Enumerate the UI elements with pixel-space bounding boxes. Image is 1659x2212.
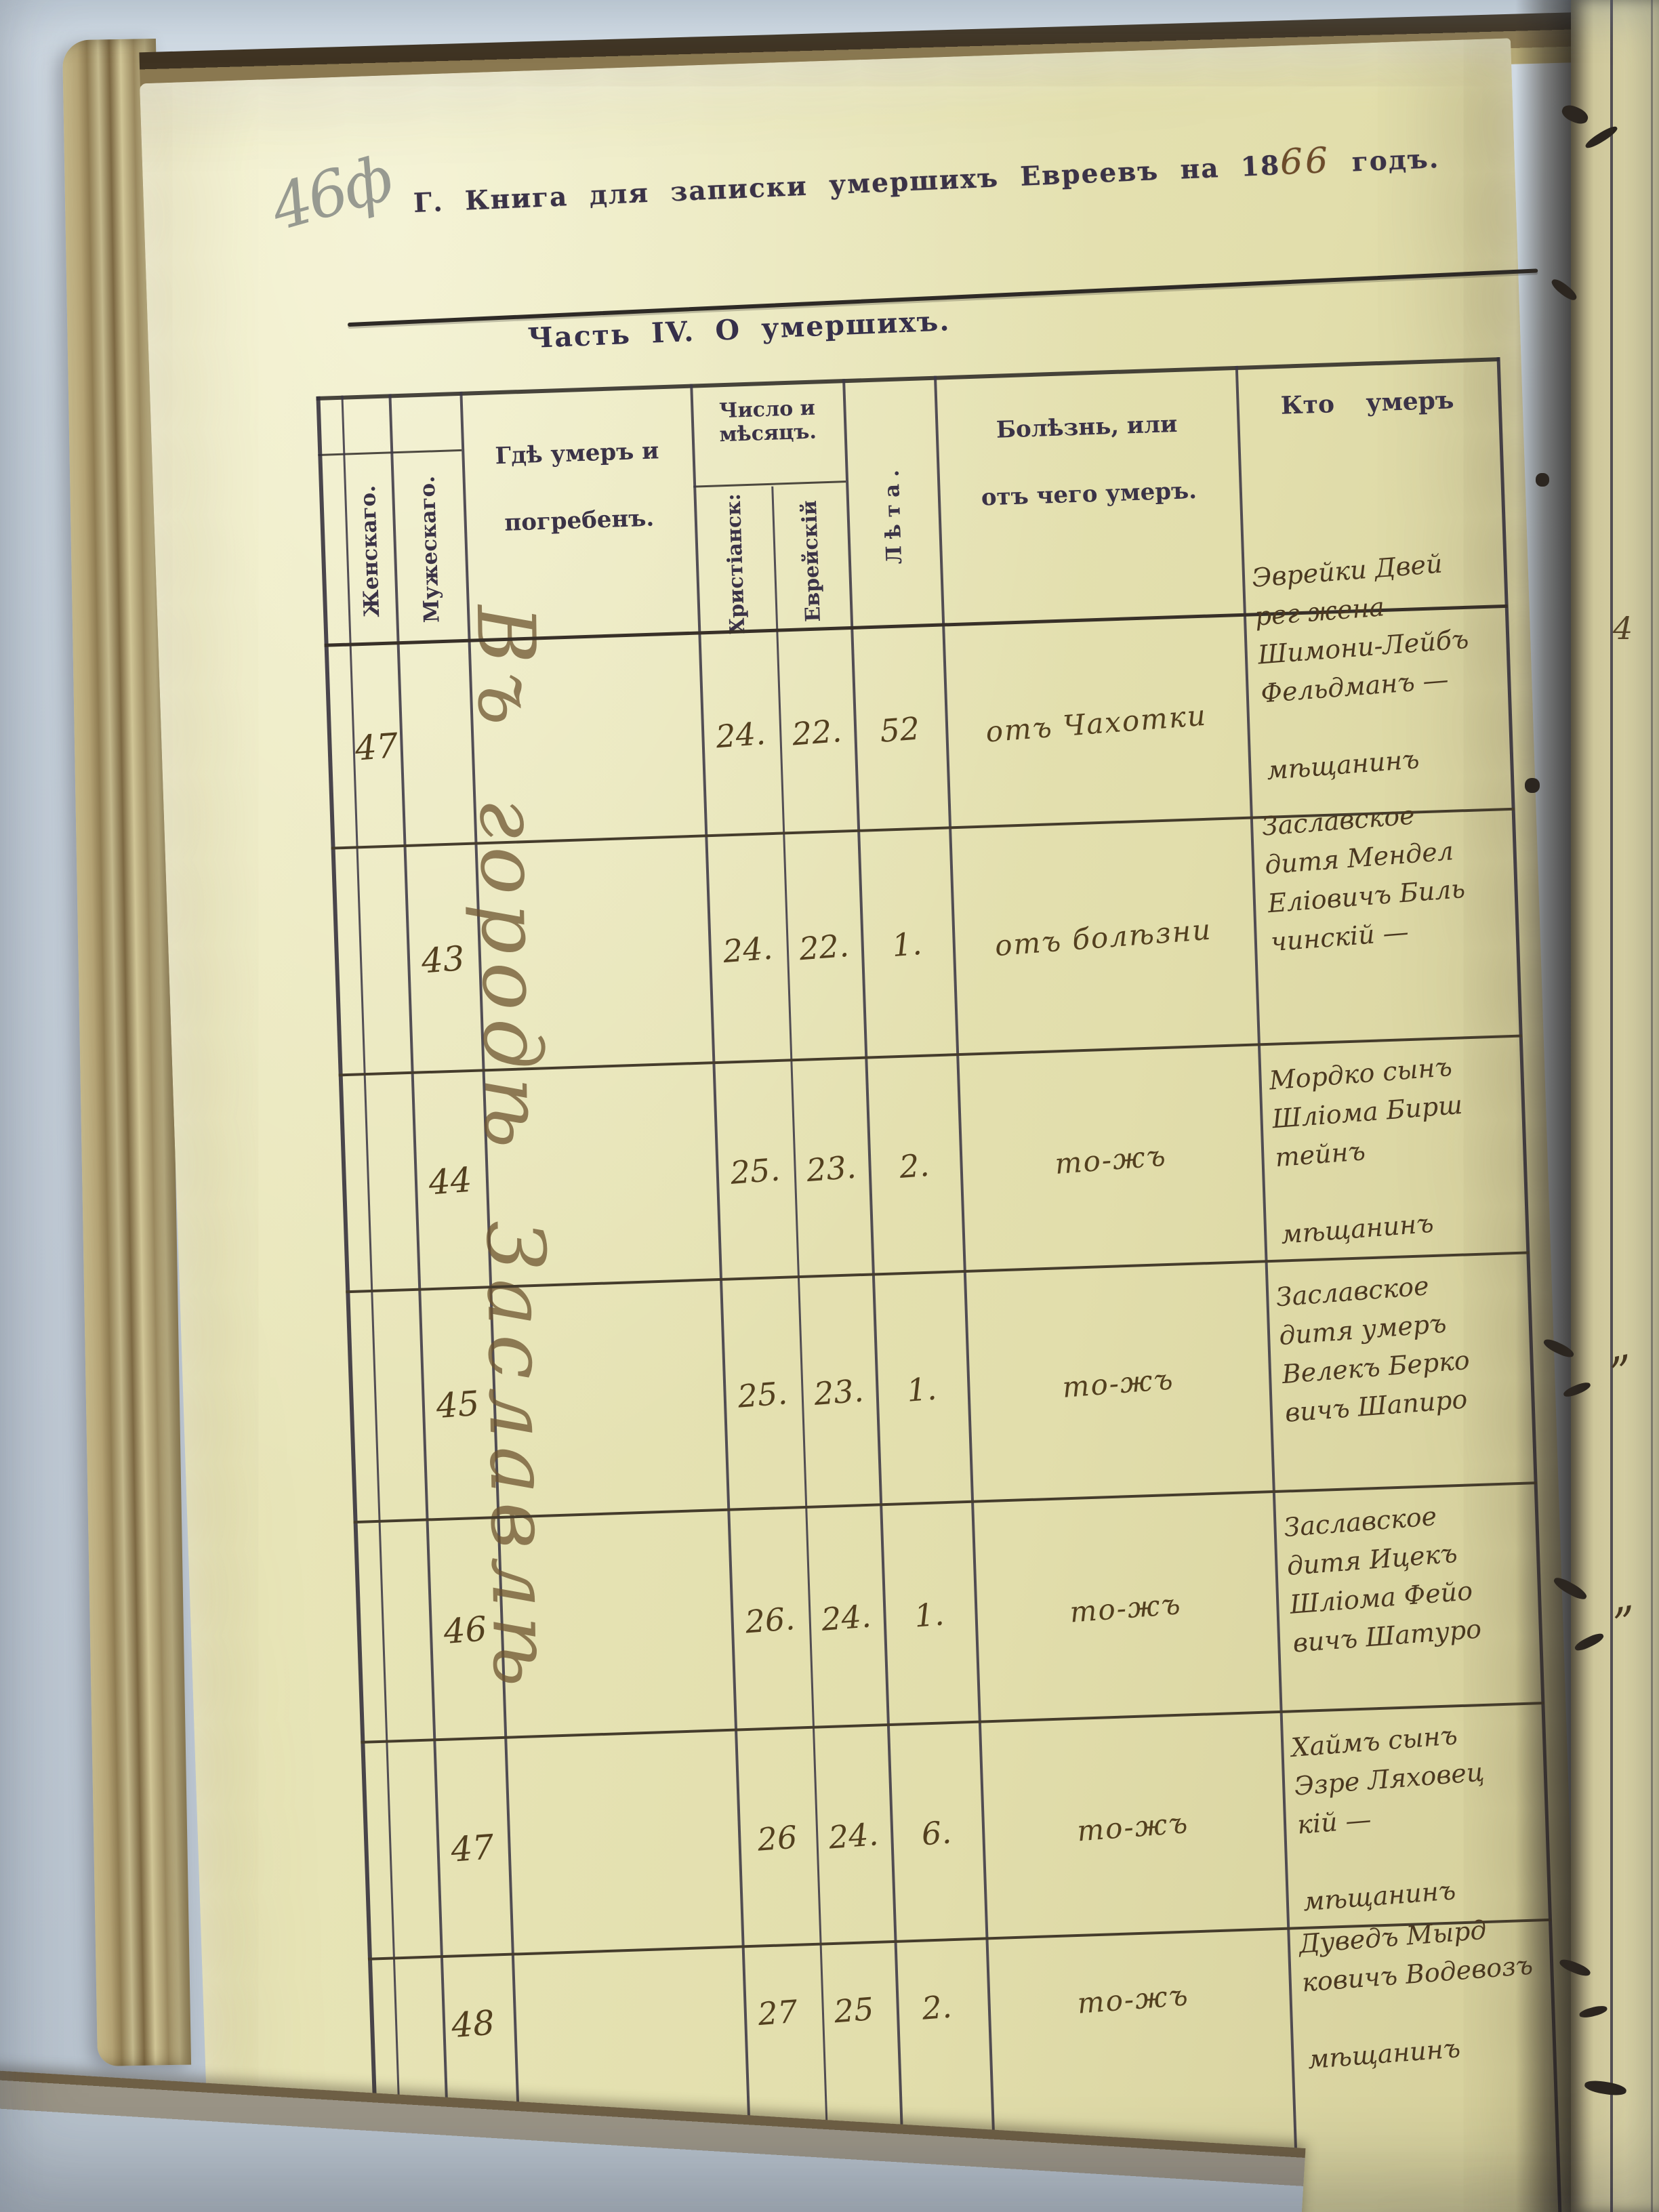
deceased-description: Заславское дитя Мендел Еліовичъ Биль чин… [1261, 800, 1467, 958]
column-header-age: Лѣта. [879, 462, 907, 565]
column-header-date-group: Число и мѣсяцъ. [718, 396, 817, 447]
deceased-description: Заславское дитя Ицекъ Шліома Фейо вичъ Ш… [1282, 1500, 1483, 1658]
age-value: 1. [913, 1595, 946, 1635]
facing-page-edge: 4 „ „ [1571, 0, 1659, 2212]
book-gutter-shadow [1515, 0, 1574, 2212]
table-row: 44 25. 23. 2. то-жъ Мордко сынъ Шліома Б… [338, 1034, 1530, 1294]
register-title-printed-prefix: Г. Книга для записки умершихъ Евреевъ на… [413, 150, 1282, 219]
grid-line [1651, 0, 1653, 2212]
table-row: 46 26. 24. 1. то-жъ Заславское дитя Ицек… [353, 1481, 1544, 1744]
grid-line [1610, 0, 1613, 2212]
age-value: 1. [905, 1370, 938, 1409]
cause-of-death: отъ Чахотки [984, 698, 1208, 749]
cause-of-death: то-жъ [1061, 1361, 1176, 1404]
age-value: 2. [898, 1146, 931, 1185]
table-row: 43 24. 22. 1. отъ болѣзни Заславское дит… [331, 800, 1522, 1077]
cause-of-death: то-жъ [1076, 1805, 1190, 1847]
column-header-where-died: Гдѣ умеръ и погребенъ. [495, 437, 659, 537]
christian-date: 24. [714, 714, 767, 756]
pencil-folio-number: 46ф [263, 142, 398, 245]
facing-page-entry-number: 4 [1613, 610, 1633, 647]
column-header-male: Мужескаго. [415, 475, 445, 623]
register-title-printed-suffix: годъ. [1330, 142, 1441, 179]
column-header-cause-of-death: Болѣзнь, или отъ чего умеръ. [981, 410, 1197, 512]
male-entry-number [392, 641, 479, 849]
age-value: 52 [878, 710, 921, 750]
column-header-female: Женскаго. [355, 485, 385, 618]
register-title-year-handwritten: 66 [1279, 140, 1332, 184]
register-title: Г. Книга для записки умершихъ Евреевъ на… [413, 136, 1441, 221]
cause-of-death: отъ болѣзни [994, 912, 1213, 963]
binding-thread [1525, 778, 1540, 793]
deceased-description: Эврейки Двей рег жена Шимони-Лейбъ Фельд… [1250, 548, 1470, 786]
age-value: 1. [890, 924, 924, 964]
binding-thread [1536, 473, 1549, 487]
column-header-who-died: Кто умеръ [1280, 386, 1455, 420]
age-value: 6. [920, 1814, 953, 1853]
cause-of-death: то-жъ [1053, 1138, 1168, 1181]
deceased-description: Мордко сынъ Шліома Бирш тейнъ мѣщанинъ [1268, 1051, 1464, 1250]
deceased-description: Заславское дитя умеръ Велекъ Берко вичъ … [1275, 1271, 1471, 1428]
register-page: 46ф Г. Книга для записки умершихъ Евреев… [140, 38, 1584, 2212]
facing-page-ditto-mark: „ [1601, 1319, 1634, 1374]
table-row: 45 25. 23. 1. то-жъ Заславское дитя умер… [346, 1251, 1537, 1524]
cause-of-death: то-жъ [1068, 1587, 1183, 1629]
deaths-table: Женскаго. Мужескаго. Гдѣ умеръ и погребе… [316, 357, 1563, 2212]
